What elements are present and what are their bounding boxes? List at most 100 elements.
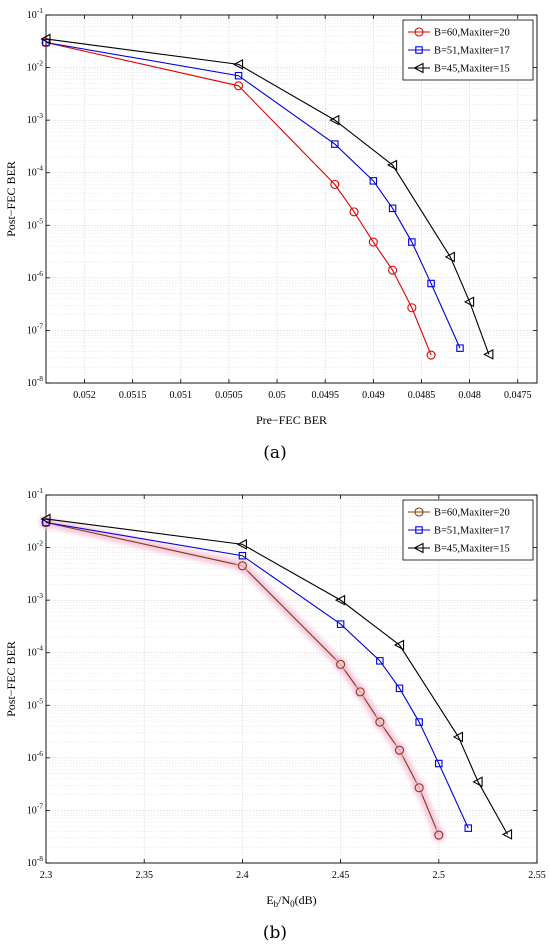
square-marker [395,684,404,693]
circle-marker [375,717,385,727]
plot-area-frame [45,494,538,864]
series-line [45,41,432,356]
series-3 [40,33,494,360]
square-marker [408,238,416,246]
y-tick-label: 10-4 [27,644,43,659]
square-marker [336,620,345,628]
legend-entry-label: B=60,Maxiter=20 [434,28,510,39]
square-marker [435,759,443,768]
square-marker [369,177,378,185]
panel-caption: (b) [263,923,287,943]
series-2 [42,38,464,352]
circle-marker [407,303,417,313]
x-tick-label: 0.0495 [311,390,339,401]
chart-panel-b: 10-8 10-7 10-6 10-5 10-4 10-3 10-2 10-1 2.3 2.35 2… [4,486,546,943]
triangle-marker [386,159,398,171]
triangle-marker [483,348,494,360]
circle-marker [394,745,405,755]
triangle-marker [40,33,51,45]
square-marker [238,551,247,560]
circle-marker [237,561,247,571]
y-tick-label: 10-3 [27,111,43,126]
x-axis-label: Eb/N0(dB) [266,893,316,909]
marker-glow [412,781,426,795]
triangle-marker [334,594,346,606]
square-marker [415,526,423,534]
triangle-marker [413,62,424,74]
chart-panel-a: 10-8 10-7 10-6 10-5 10-4 10-3 10-2 10-1 0.052 0.0… [4,6,538,463]
x-tick-label: 2.5 [433,870,446,881]
circle-marker [233,81,244,91]
marker-glow [373,715,387,729]
y-tick-label: 10-6 [27,749,43,764]
triangle-marker [236,538,247,550]
square-marker [388,204,397,213]
y-tick-label: 10-8 [27,854,43,869]
y-tick-label: 10-5 [27,696,43,711]
square-marker [464,824,473,832]
triangle-marker [501,828,513,840]
legend-entry-label: B=51,Maxiter=17 [434,46,510,57]
x-tick-label: 0.051 [170,390,193,401]
series-line [45,41,461,349]
x-tick-label: 0.049 [362,390,385,401]
square-marker [376,657,384,665]
plot-area-frame [45,14,538,384]
circle-marker [426,350,436,360]
circle-marker [434,830,444,840]
marker-glow [334,657,348,671]
circle-marker [388,265,398,275]
series-line [45,521,440,836]
y-axis-label: Post−FEC BER [4,161,18,237]
y-tick-label: 10-6 [27,269,43,284]
circle-marker [355,687,365,697]
triangle-marker [413,542,424,554]
y-tick-label: 10-1 [27,486,43,501]
square-marker [234,71,243,80]
x-tick-label: 0.0505 [215,390,243,401]
circle-marker [414,507,424,517]
y-tick-label: 10-8 [27,374,43,389]
triangle-marker [472,776,483,788]
x-tick-label: 0.052 [73,390,96,401]
y-tick-label: 10-5 [27,216,43,231]
triangle-marker [329,114,340,126]
x-axis-label: Pre−FEC BER [256,413,327,427]
marker-glow [432,828,446,842]
legend: B=60,Maxiter=20 B=51,Maxiter=17 B=45,Maxit… [402,19,534,81]
legend-entry-label: B=60,Maxiter=20 [434,508,510,519]
y-tick-label: 10-1 [27,6,43,21]
square-marker [456,344,464,352]
x-tick-label: 2.55 [528,870,546,881]
x-tick-label: 0.0515 [119,390,147,401]
series-1 [41,37,436,360]
x-tick-label: 0.0485 [408,390,436,401]
legend-entry-label: B=51,Maxiter=17 [434,526,510,537]
legend-entry-label: B=45,Maxiter=15 [434,544,510,555]
x-tick-label: 2.3 [40,870,53,881]
circle-marker [414,27,424,37]
marker-glow [235,559,249,573]
y-tick-label: 10-4 [27,164,43,179]
triangle-marker [232,58,244,70]
x-tick-label: 0.048 [458,390,481,401]
series-1 [39,515,446,842]
triangle-marker [444,251,455,263]
panel-caption: (a) [263,443,286,463]
x-tick-label: 2.45 [332,870,350,881]
triangle-marker [452,731,463,743]
square-marker [427,279,435,288]
y-tick-label: 10-2 [27,59,43,74]
triangle-marker [40,513,51,525]
circle-marker [349,207,359,217]
y-tick-label: 10-2 [27,539,43,554]
square-marker [331,140,339,148]
circle-marker [414,783,424,793]
y-axis-label: Post−FEC BER [4,641,18,717]
x-tick-label: 0.0475 [504,390,532,401]
y-tick-label: 10-7 [27,321,43,336]
legend-entry-label: B=45,Maxiter=15 [434,64,510,75]
series-2 [42,518,473,832]
square-marker [415,718,423,726]
triangle-marker [463,296,475,308]
